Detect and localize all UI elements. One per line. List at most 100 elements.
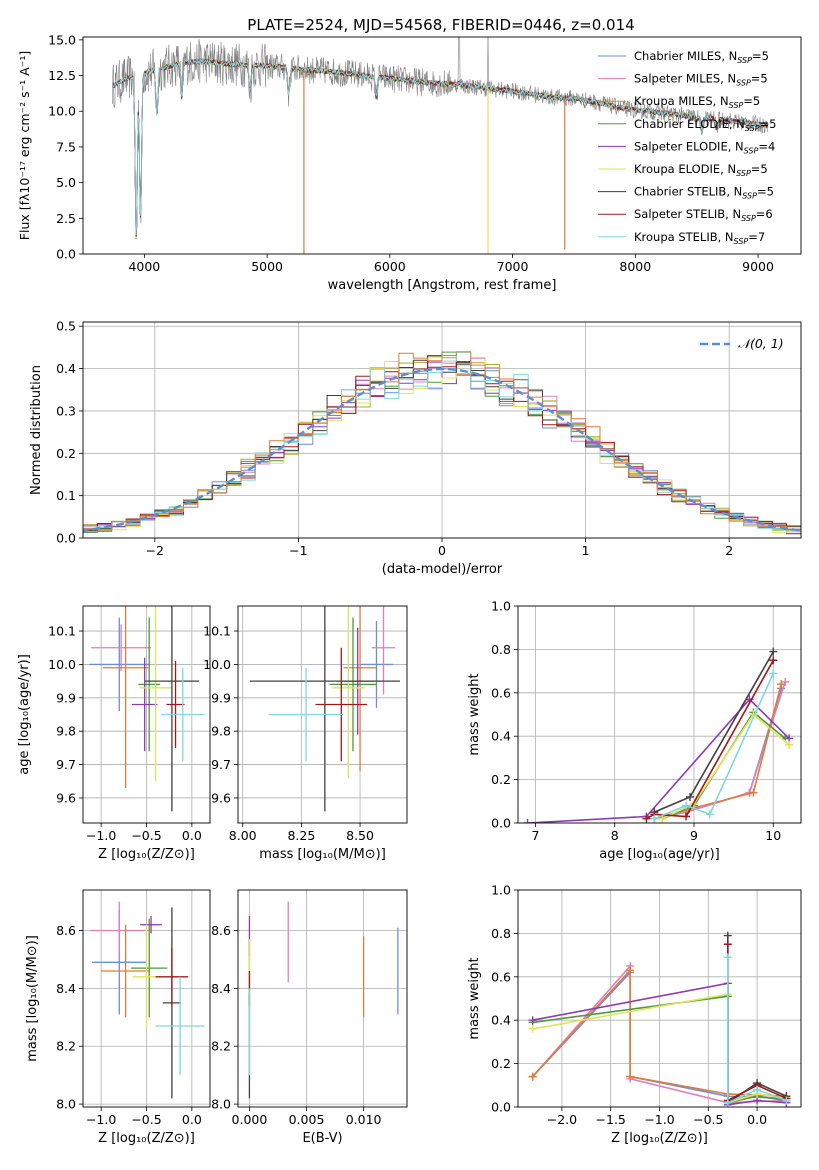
mass-weight-marker xyxy=(523,819,532,823)
legend-entry-sub: SSP xyxy=(736,79,751,88)
legend-entry-main: Kroupa MILES, N xyxy=(634,94,729,108)
y-tick-label: 0.8 xyxy=(491,642,511,657)
legend-entry: Kroupa ELODIE, NSSP=5 xyxy=(634,162,768,178)
weight_vs_Z-plot-area xyxy=(518,890,801,1107)
x-tick-label: −2.0 xyxy=(547,1112,577,1127)
x-tick-label: 0.005 xyxy=(289,1112,325,1127)
y-tick-label: 9.9 xyxy=(211,690,231,705)
y-tick-label: 0.2 xyxy=(56,446,76,461)
x-axis-label: Z [log₁₀(Z/Z⊙)] xyxy=(98,847,195,862)
weight_vs_age-panel: 7 8 9 10 0.0 0.2 0.4 0.6 0.8 1.0 age [log₁₀(age/yr… xyxy=(467,599,802,862)
y-tick-label: 8.0 xyxy=(56,1097,76,1112)
mass-weight-marker xyxy=(769,647,778,656)
legend-entry-sub: SSP xyxy=(744,146,759,155)
legend-entry-tail: =5 xyxy=(751,162,768,176)
legend-entry-main: Chabrier STELIB, N xyxy=(634,185,742,199)
axes-frame xyxy=(82,321,802,539)
y-tick-label: 8.6 xyxy=(211,923,231,938)
x-axis-label: mass [log₁₀(M/M⊙)] xyxy=(259,847,386,862)
y-tick-label: 8.6 xyxy=(56,923,76,938)
y-tick-label: 8.4 xyxy=(211,981,231,996)
legend-entry: Salpeter MILES, NSSP=5 xyxy=(634,72,768,88)
y-axis-label: mass weight xyxy=(467,957,482,1039)
mass-weight-marker xyxy=(528,1016,537,1025)
legend-entry: Kroupa STELIB, NSSP=7 xyxy=(634,230,765,246)
axes-frame xyxy=(82,889,211,1108)
legend-entry-tail: =5 xyxy=(757,185,774,199)
mass-weight-marker xyxy=(769,669,778,678)
axes-frame xyxy=(237,605,408,824)
legend-entry-sub: SSP xyxy=(734,237,749,246)
x-tick-label: −2 xyxy=(146,543,164,558)
age_vs_Z-plot-area xyxy=(83,606,210,823)
y-tick-label: 10.0 xyxy=(48,104,76,119)
y-tick-label: 1.0 xyxy=(491,883,511,898)
legend-entry-main: Kroupa ELODIE, N xyxy=(634,162,736,176)
x-tick-label: 0.010 xyxy=(346,1112,382,1127)
model-spectrum-line xyxy=(112,58,769,235)
y-axis-label: mass [log₁₀(M/M⊙)] xyxy=(25,935,40,1062)
x-tick-label: −1 xyxy=(289,543,307,558)
y-tick-label: 1.0 xyxy=(491,599,511,614)
mass-weight-line xyxy=(653,672,775,820)
x-tick-label: 2 xyxy=(725,543,733,558)
y-tick-label: 12.5 xyxy=(48,68,76,83)
y-tick-label: 8.4 xyxy=(56,981,76,996)
legend-entry-sub: SSP xyxy=(737,56,752,65)
mass-weight-line xyxy=(654,681,786,820)
legend-entry: Chabrier STELIB, NSSP=5 xyxy=(634,185,774,201)
mass_vs_Z-panel: −1.0 −0.5 0.0 8.0 8.2 8.4 8.6 Z [log₁₀(Z/Z⊙)] ma… xyxy=(25,889,211,1146)
x-tick-label: 0.0 xyxy=(182,828,202,843)
y-tick-label: 0.0 xyxy=(56,247,76,262)
mass_vs_ebv-plot-area xyxy=(238,890,407,1107)
residuals-panel: −2 −1 0 1 2 0.0 0.1 0.2 0.3 0.4 0.5 (data-model)/er… xyxy=(29,319,802,577)
y-axis-label: Normed distribution xyxy=(29,365,44,495)
mass-weight-marker xyxy=(723,931,732,940)
y-tick-label: 0.0 xyxy=(491,1100,511,1115)
x-tick-label: 8.50 xyxy=(346,828,374,843)
legend-entry: Chabrier ELODIE, NSSP=5 xyxy=(634,117,776,133)
legend-entry: Kroupa MILES, NSSP=5 xyxy=(634,94,760,110)
y-tick-label: 0.6 xyxy=(491,969,511,984)
mass-weight-line xyxy=(646,659,774,820)
y-tick-label: 8.0 xyxy=(211,1097,231,1112)
legend-entry-tail: =5 xyxy=(752,49,769,63)
mass-weight-marker xyxy=(753,1085,762,1094)
x-axis-label: wavelength [Angstrom, rest frame] xyxy=(328,278,557,293)
legend-entry-sub: SSP xyxy=(741,214,756,223)
x-tick-label: 6000 xyxy=(374,259,406,274)
y-tick-label: 10.1 xyxy=(48,624,76,639)
figure-title: PLATE=2524, MJD=54568, FIBERID=0446, z=0… xyxy=(247,16,634,34)
y-tick-label: 0.4 xyxy=(56,361,76,376)
legend-entry-tail: =6 xyxy=(756,207,773,221)
legend-entry-sub: SSP xyxy=(742,192,757,201)
y-tick-label: 15.0 xyxy=(48,32,76,47)
mass-weight-marker xyxy=(723,953,732,962)
x-tick-label: −0.5 xyxy=(131,1112,161,1127)
mass-weight-marker xyxy=(769,656,778,665)
legend-entry: Chabrier MILES, NSSP=5 xyxy=(634,49,769,65)
y-tick-label: 9.6 xyxy=(211,790,231,805)
x-tick-label: 9000 xyxy=(742,259,774,274)
x-tick-label: 9 xyxy=(690,828,698,843)
y-tick-label: 9.7 xyxy=(211,757,231,772)
y-axis-label: age [log₁₀(age/yr)] xyxy=(17,654,32,775)
y-tick-label: 10.1 xyxy=(203,624,231,639)
x-tick-label: −1.0 xyxy=(86,828,116,843)
x-axis-label: (data-model)/error xyxy=(382,562,503,577)
y-tick-label: 10.0 xyxy=(48,657,76,672)
y-tick-label: 0.3 xyxy=(56,403,76,418)
x-tick-label: 10 xyxy=(765,828,781,843)
legend-entry-tail: =7 xyxy=(748,230,765,244)
mass-weight-marker xyxy=(749,788,758,797)
x-tick-label: 0 xyxy=(438,543,446,558)
y-tick-label: 10.0 xyxy=(203,657,231,672)
legend-entry-main: Salpeter STELIB, N xyxy=(634,207,741,221)
mass-weight-marker xyxy=(723,940,732,949)
y-axis-label: mass weight xyxy=(467,673,482,755)
legend-entry-sub: SSP xyxy=(745,124,760,133)
mass-weight-marker xyxy=(528,1024,537,1033)
legend-entry-main: Salpeter ELODIE, N xyxy=(634,139,744,153)
x-tick-label: 4000 xyxy=(128,259,160,274)
y-tick-label: 0.1 xyxy=(56,488,76,503)
